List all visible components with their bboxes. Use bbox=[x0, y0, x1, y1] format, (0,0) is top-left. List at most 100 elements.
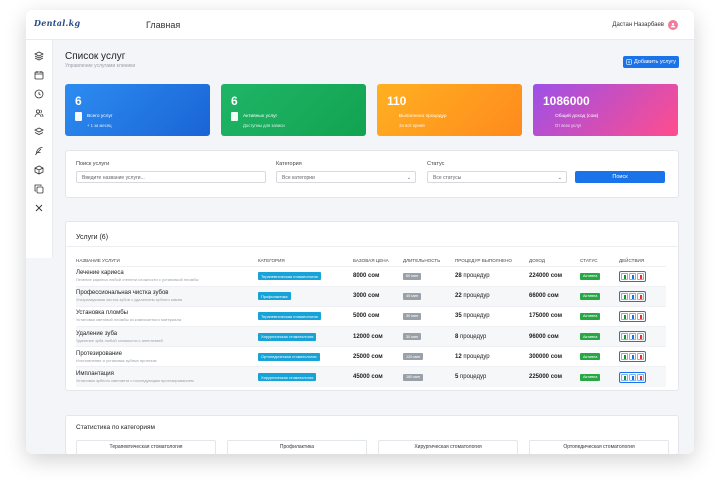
close-icon[interactable] bbox=[34, 200, 44, 212]
category-badge: Профилактика bbox=[258, 292, 291, 301]
edit-button[interactable] bbox=[629, 292, 636, 300]
view-button[interactable] bbox=[621, 292, 628, 300]
view-button[interactable] bbox=[621, 353, 628, 361]
cube-icon[interactable] bbox=[34, 162, 44, 175]
column-header[interactable]: Действия bbox=[619, 258, 645, 264]
stack-icon[interactable] bbox=[34, 124, 44, 135]
nav-title[interactable]: Главная bbox=[146, 20, 181, 30]
duration-badge: 30 мин bbox=[403, 333, 422, 341]
edit-icon bbox=[632, 274, 634, 279]
trash-icon bbox=[640, 335, 642, 340]
page-subtitle: Управление услугами клиники bbox=[65, 63, 136, 69]
card-sub: За всё время bbox=[399, 123, 425, 128]
table-row[interactable]: Протезирование Изготовление и установка з… bbox=[76, 346, 666, 367]
price-cell: 25000 сом bbox=[353, 346, 403, 367]
view-button[interactable] bbox=[621, 272, 628, 280]
filter-panel: Поиск услуги Введите название услуги... … bbox=[65, 150, 679, 198]
category-select[interactable]: Все категории ⌄ bbox=[276, 171, 416, 183]
delete-button[interactable] bbox=[637, 272, 644, 280]
stat-card: Профилактика bbox=[227, 440, 367, 454]
add-service-button[interactable]: Добавить услугу bbox=[623, 56, 679, 68]
calendar-icon[interactable] bbox=[34, 67, 44, 80]
layers-icon[interactable] bbox=[34, 48, 44, 61]
column-header[interactable]: Доход bbox=[529, 258, 545, 264]
service-name[interactable]: Удаление зуба bbox=[76, 330, 118, 337]
edit-button[interactable] bbox=[629, 333, 636, 341]
column-header[interactable]: Базовая цена bbox=[353, 258, 389, 264]
status-badge: Активна bbox=[580, 312, 601, 320]
eye-icon bbox=[624, 274, 626, 279]
list-icon bbox=[75, 112, 82, 121]
delete-button[interactable] bbox=[637, 292, 644, 300]
copy-icon[interactable] bbox=[34, 181, 44, 194]
edit-button[interactable] bbox=[629, 353, 636, 361]
service-name[interactable]: Установка пломбы bbox=[76, 310, 128, 317]
services-table-body: Лечение кариеса Лечение кариеса любой сте… bbox=[76, 265, 666, 388]
logo[interactable]: Dental.kg bbox=[34, 18, 81, 28]
status-cell: Активна bbox=[580, 285, 619, 307]
service-name[interactable]: Профессиональная чистка зубов bbox=[76, 290, 169, 297]
table-row[interactable]: Профессиональная чистка зубов Ультразвуко… bbox=[76, 285, 666, 307]
action-group bbox=[619, 351, 646, 363]
category-badge: Хирургическая стоматология bbox=[258, 373, 317, 382]
trash-icon bbox=[640, 314, 642, 319]
column-header[interactable]: Длительность bbox=[403, 258, 441, 264]
app-window: Dental.kg Главная Дастан Назарбаев Списо… bbox=[26, 10, 694, 454]
status-badge: Активна bbox=[580, 272, 601, 280]
service-name[interactable]: Имплантация bbox=[76, 371, 114, 378]
column-header[interactable]: Статус bbox=[580, 258, 598, 264]
edit-icon bbox=[632, 314, 634, 319]
service-cell: Лечение кариеса Лечение кариеса любой сте… bbox=[76, 265, 258, 287]
status-select[interactable]: Все статусы ⌄ bbox=[427, 171, 567, 183]
document-icon bbox=[231, 112, 238, 121]
card-active-services: 6 Активных услуг Доступны для записи bbox=[221, 84, 366, 136]
avatar[interactable] bbox=[668, 20, 678, 30]
clock-icon[interactable] bbox=[34, 86, 44, 99]
view-button[interactable] bbox=[621, 312, 628, 320]
column-header[interactable]: Название услуги bbox=[76, 258, 120, 264]
action-group bbox=[619, 290, 646, 302]
delete-button[interactable] bbox=[637, 373, 644, 381]
search-input[interactable]: Введите название услуги... bbox=[76, 171, 266, 183]
column-header[interactable]: Процедур выполнено bbox=[455, 258, 512, 264]
card-income: 1086000 Общий доход (сом) От всех услуг bbox=[533, 84, 678, 136]
delete-button[interactable] bbox=[637, 333, 644, 341]
service-description: Установка зубного импланта с последующим… bbox=[76, 378, 194, 384]
search-button[interactable]: Поиск bbox=[575, 171, 665, 183]
category-value: Все категории bbox=[282, 175, 315, 181]
procedure-suffix: процедур bbox=[463, 273, 490, 280]
card-label: Общий доход (сом) bbox=[555, 114, 599, 119]
card-label: Всего услуг bbox=[87, 114, 113, 119]
table-row[interactable]: Имплантация Установка зубного импланта с … bbox=[76, 366, 666, 388]
table-row[interactable]: Лечение кариеса Лечение кариеса любой сте… bbox=[76, 265, 666, 287]
service-name[interactable]: Протезирование bbox=[76, 350, 122, 357]
actions-cell bbox=[619, 326, 666, 347]
view-button[interactable] bbox=[621, 333, 628, 341]
income-cell: 96000 сом bbox=[529, 326, 580, 347]
edit-button[interactable] bbox=[629, 373, 636, 381]
edit-button[interactable] bbox=[629, 312, 636, 320]
user-menu[interactable]: Дастан Назарбаев bbox=[612, 20, 678, 30]
edit-icon bbox=[632, 335, 634, 340]
delete-button[interactable] bbox=[637, 312, 644, 320]
category-stats-panel: Статистика по категориям Терапевтическая… bbox=[65, 415, 679, 454]
procedure-count: 5 bbox=[455, 374, 459, 381]
table-row[interactable]: Удаление зуба Удаление зуба любой сложнос… bbox=[76, 326, 666, 347]
users-icon[interactable] bbox=[34, 105, 44, 118]
category-cell: Терапевтическая стоматология bbox=[258, 265, 353, 287]
duration-cell: 45 мин bbox=[403, 285, 455, 307]
column-header[interactable]: Категория bbox=[258, 258, 285, 264]
count-cell: 8 процедур bbox=[455, 326, 529, 347]
service-name[interactable]: Лечение кариеса bbox=[76, 270, 124, 277]
status-badge: Активна bbox=[580, 292, 601, 300]
view-button[interactable] bbox=[621, 373, 628, 381]
edit-button[interactable] bbox=[629, 272, 636, 280]
status-cell: Активна bbox=[580, 326, 619, 347]
delete-button[interactable] bbox=[637, 353, 644, 361]
table-row[interactable]: Установка пломбы Установка световой пломб… bbox=[76, 305, 666, 327]
service-description: Ультразвуковая чистка зубов с удалением … bbox=[76, 297, 183, 303]
chevron-down-icon: ⌄ bbox=[557, 175, 562, 181]
category-badge: Терапевтическая стоматология bbox=[258, 312, 321, 321]
feather-icon[interactable] bbox=[34, 143, 44, 156]
eye-icon bbox=[624, 355, 626, 360]
